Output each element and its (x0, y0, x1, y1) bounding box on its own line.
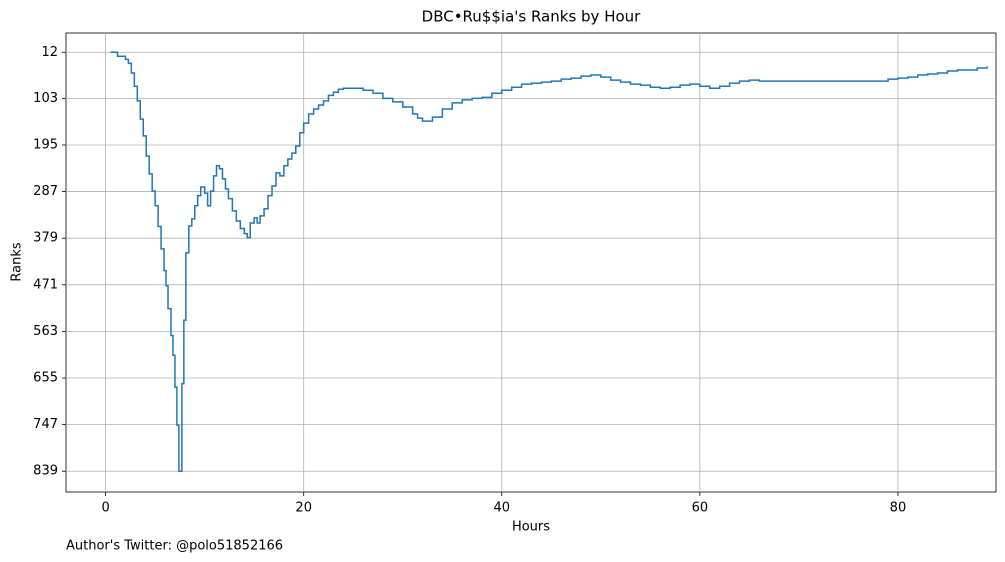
y-axis-label: Ranks (10, 242, 25, 281)
footnote: Author's Twitter: @polo51852166 (66, 539, 283, 554)
y-tick-label: 287 (33, 184, 58, 199)
y-tick-label: 747 (33, 417, 58, 432)
y-tick-label: 655 (33, 371, 58, 386)
x-tick-label: 80 (890, 501, 907, 516)
x-tick-label: 20 (295, 501, 312, 516)
y-tick-label: 195 (33, 137, 58, 152)
y-tick-label: 12 (41, 45, 58, 60)
y-tick-label: 471 (33, 277, 58, 292)
y-tick-label: 379 (33, 231, 58, 246)
y-tick-label: 839 (33, 464, 58, 479)
y-tick-label: 563 (33, 324, 58, 339)
data-line (110, 51, 988, 472)
x-axis-label: Hours (512, 520, 550, 535)
chart-title: DBC•Ru$$ia's Ranks by Hour (422, 8, 641, 26)
plot-frame (65, 32, 997, 493)
x-tick-label: 40 (494, 501, 511, 516)
y-tick-label: 103 (33, 91, 58, 106)
x-tick-label: 0 (101, 501, 109, 516)
x-tick-label: 60 (692, 501, 709, 516)
